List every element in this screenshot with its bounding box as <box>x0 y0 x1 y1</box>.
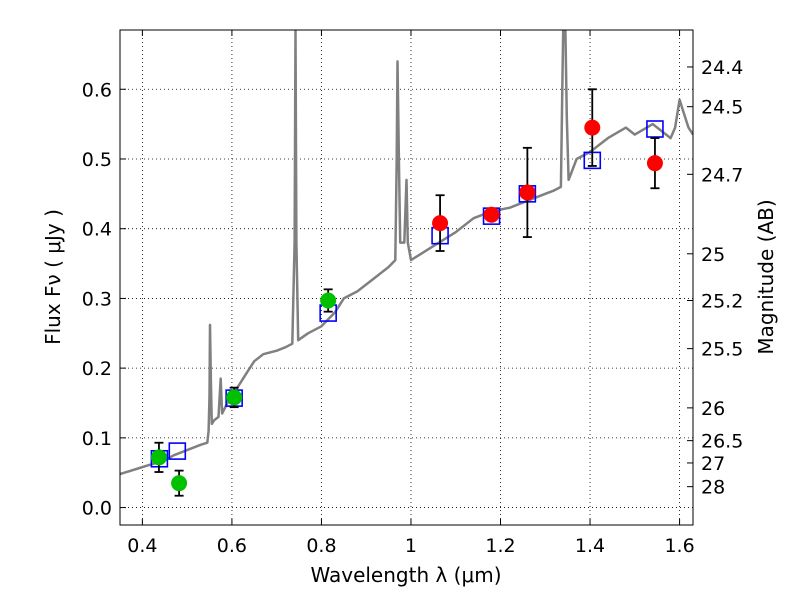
y-tick-label: 0.3 <box>82 288 112 310</box>
spectrum-line <box>120 30 693 476</box>
y-tick-label: 0.1 <box>82 428 112 450</box>
mag-tick-label: 24.4 <box>701 57 743 79</box>
ticks: 0.4 0.6 0.8 1 1.2 1.4 1.6 0.0 0.1 0.2 0.3 0.4 0.5 0.6… <box>82 30 743 557</box>
observed-point <box>320 292 337 309</box>
mag-tick-label: 24.7 <box>701 164 743 186</box>
grid <box>120 30 693 525</box>
y-tick-label: 0.2 <box>82 358 112 380</box>
x-tick-label: 1.2 <box>485 535 515 557</box>
mag-tick-label: 28 <box>701 477 725 499</box>
y-tick-label: 0.4 <box>82 219 112 241</box>
plot-background <box>120 30 693 525</box>
x-tick-label: 0.8 <box>306 535 336 557</box>
observed-point <box>483 206 500 223</box>
x-tick-label: 1.6 <box>664 535 694 557</box>
mag-tick-label: 25.5 <box>701 339 743 361</box>
mag-tick-label: 26.5 <box>701 431 743 453</box>
y-tick-label: 0.6 <box>82 79 112 101</box>
x-tick-label: 1.4 <box>575 535 605 557</box>
y-tick-label: 0.0 <box>82 498 112 520</box>
mag-tick-label: 27 <box>701 453 725 475</box>
marker-layer <box>150 88 664 497</box>
x-tick-label: 1 <box>405 535 417 557</box>
observed-point <box>171 475 188 492</box>
y-tick-label: 0.5 <box>82 149 112 171</box>
spectrum-layer <box>120 30 693 476</box>
model-square-marker <box>646 120 664 138</box>
plot-frame <box>119 29 694 526</box>
x-axis-title: Wavelength λ (μm) <box>310 563 501 587</box>
observed-point <box>226 389 243 406</box>
x-tick-label: 0.4 <box>127 535 157 557</box>
y-axis-title: Flux Fν ( μJy ) <box>41 209 65 345</box>
observed-point <box>646 155 663 172</box>
mag-tick-label: 24.5 <box>701 97 743 119</box>
observed-point <box>150 449 167 466</box>
x-tick-label: 0.6 <box>217 535 247 557</box>
observed-point <box>432 215 449 232</box>
mag-tick-label: 26 <box>701 398 725 420</box>
observed-point <box>519 184 536 201</box>
model-square-marker <box>168 442 187 460</box>
y2-axis-title: Magnitude (AB) <box>754 199 778 354</box>
mag-tick-label: 25.2 <box>701 291 743 313</box>
mag-tick-label: 25 <box>701 244 725 266</box>
observed-point <box>584 119 601 136</box>
